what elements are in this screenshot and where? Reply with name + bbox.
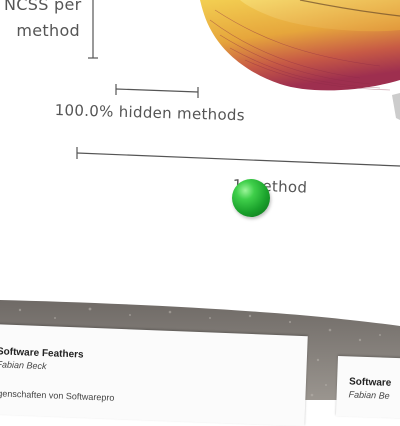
hidden-scale-bracket — [116, 84, 198, 98]
poster-card-left: Software Feathers Fabian Beck igenschaft… — [0, 324, 308, 426]
method-scale-bracket — [77, 147, 400, 166]
card-author: Fabian Beck — [0, 359, 47, 371]
feather-edge — [392, 93, 400, 120]
card-body-text: igenschaften von Softwarepro — [0, 388, 115, 403]
card-author: Fabian Be — [348, 389, 389, 400]
green-ball — [232, 179, 270, 217]
card-title: Software Feathers — [0, 346, 84, 360]
photo-scene: NCSS per method 100.0% hidden methods 1 … — [0, 0, 400, 400]
ncss-per-label: NCSS per — [4, 0, 80, 16]
ncss-scale-bracket — [88, 0, 98, 58]
poster-card-right: Software Fabian Be — [336, 356, 400, 419]
method-label: method — [14, 20, 80, 42]
card-title: Software — [349, 376, 392, 388]
